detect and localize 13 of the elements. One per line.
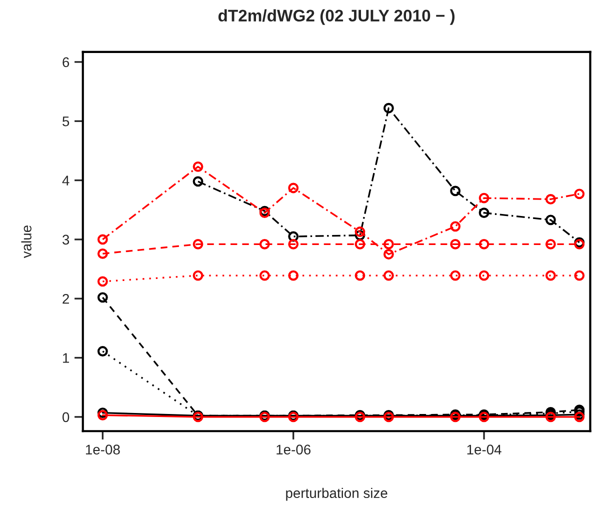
y-tick-label: 4 [62,176,70,186]
y-tick-label: 6 [62,57,70,68]
chart-title: dT2m/dWG2 (02 JULY 2010 − ) [218,9,455,25]
y-tick-label: 3 [62,234,70,245]
x-tick-label: 1e-04 [467,444,502,455]
y-tick-label: 5 [62,116,70,126]
x-tick-label: 1e-08 [86,444,120,455]
y-axis-title: value [21,226,32,258]
y-tick-label: 0 [62,412,70,422]
x-axis-title: perturbation size [286,488,388,501]
y-tick-label: 2 [62,294,69,304]
x-tick-label: 1e-06 [276,444,310,455]
y-tick-label: 1 [63,353,70,363]
